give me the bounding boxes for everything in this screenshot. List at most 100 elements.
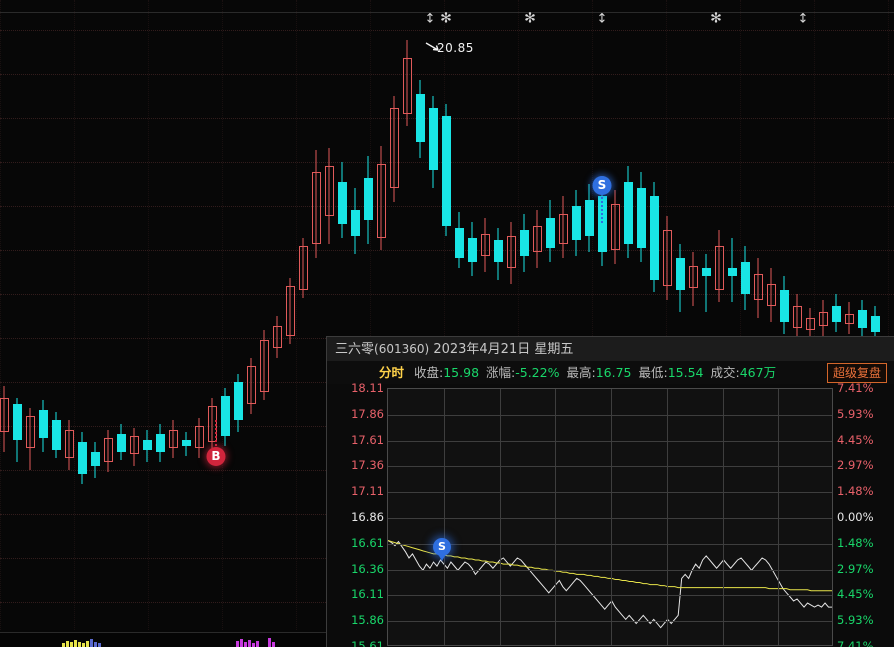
stat-label: 成交: <box>710 365 740 380</box>
high-price-arrow <box>425 42 439 51</box>
signal-badge[interactable]: S <box>592 176 612 195</box>
candle-body <box>649 196 659 280</box>
candle <box>545 200 555 262</box>
candle-body <box>740 262 750 294</box>
candle <box>12 398 22 462</box>
event-star-icon[interactable]: ✻ <box>524 10 536 27</box>
intraday-gridline-v <box>611 389 612 645</box>
signal-badge[interactable]: B <box>206 447 226 466</box>
candle <box>584 184 594 252</box>
kline-gridline-v <box>370 0 371 630</box>
candle-body <box>467 238 477 262</box>
intraday-popup-panel[interactable]: 三六零(601360) 2023年4月21日 星期五 分时 收盘:15.98 涨幅:… <box>326 336 894 647</box>
candle-wick <box>796 294 798 338</box>
candle-body <box>571 206 581 240</box>
candle <box>831 294 841 332</box>
indicator-bar <box>74 640 77 647</box>
candle-body <box>363 178 373 220</box>
candle <box>688 252 698 306</box>
candle-wick <box>406 40 408 126</box>
candle <box>350 188 360 254</box>
candle-body <box>636 188 646 248</box>
candle-wick <box>614 190 616 264</box>
candle-body <box>103 438 113 462</box>
candle <box>610 190 620 264</box>
candle-body <box>38 410 48 438</box>
candle-body <box>610 204 620 250</box>
intraday-plot-area[interactable] <box>387 388 833 646</box>
candle <box>38 400 48 452</box>
intraday-series-svg <box>388 389 832 645</box>
candle-body <box>818 312 828 326</box>
event-star-icon[interactable]: ✻ <box>710 10 722 27</box>
candle-wick <box>510 222 512 284</box>
candle <box>311 150 321 258</box>
candle-body <box>493 240 503 262</box>
event-dumbbell-icon[interactable]: ↕ <box>797 11 809 27</box>
candle <box>142 430 152 462</box>
candle-body <box>142 440 152 450</box>
candle-body <box>129 436 139 454</box>
candle <box>740 246 750 310</box>
candle-body <box>701 268 711 276</box>
price-axis-label: 18.11 <box>351 381 384 395</box>
candle-wick <box>718 230 720 302</box>
event-dumbbell-icon[interactable]: ↕ <box>596 11 608 27</box>
event-star-icon[interactable]: ✻ <box>440 10 452 27</box>
intraday-gridline-v <box>443 389 445 645</box>
candle-body <box>376 164 386 238</box>
candle-body <box>558 214 568 244</box>
kline-gridline-h <box>0 294 894 295</box>
candle-body <box>350 210 360 236</box>
event-dumbbell-icon[interactable]: ↕ <box>424 11 436 27</box>
candle <box>818 300 828 336</box>
kline-gridline-v <box>74 0 75 630</box>
intraday-gridline-h <box>388 569 832 571</box>
candle <box>558 196 568 258</box>
indicator-bar <box>252 643 255 647</box>
kline-gridline-v <box>740 0 741 630</box>
average-price-line <box>388 541 832 591</box>
super-replay-button[interactable]: 超级复盘 <box>826 363 887 383</box>
candle-body <box>844 314 854 324</box>
candle-body <box>857 310 867 328</box>
candle-wick <box>380 146 382 250</box>
sub-indicator-panel[interactable] <box>0 632 330 647</box>
candle <box>857 300 867 338</box>
price-line <box>388 541 832 628</box>
candle <box>0 386 9 452</box>
kline-gridline-v <box>222 0 223 630</box>
candle-body <box>545 218 555 248</box>
price-axis-label: 16.61 <box>351 535 384 550</box>
candle <box>506 222 516 284</box>
candle <box>441 104 451 236</box>
intraday-sell-marker-tail <box>438 554 446 561</box>
candle-body <box>831 306 841 322</box>
candle <box>415 80 425 158</box>
stat-value: 467万 <box>739 365 777 380</box>
candle <box>532 210 542 268</box>
percent-axis-label: 7.41% <box>837 639 874 647</box>
candle-body <box>675 258 685 290</box>
candle-wick <box>289 278 291 344</box>
candle-body <box>402 58 412 114</box>
candle-body <box>727 268 737 276</box>
candle-body <box>753 274 763 300</box>
indicator-bar <box>78 642 81 647</box>
candle-wick <box>692 252 694 306</box>
candle <box>493 228 503 280</box>
candle-wick <box>562 196 564 258</box>
candle <box>675 244 685 312</box>
intraday-sell-marker[interactable]: S <box>433 538 451 556</box>
candle-body <box>779 290 789 322</box>
stat-value: 15.98 <box>443 365 480 380</box>
candle <box>753 258 763 318</box>
stat-item: 涨幅:-5.22% <box>486 365 559 380</box>
candle-wick <box>822 300 824 336</box>
candle <box>259 330 269 400</box>
candle <box>428 96 438 188</box>
candle-body <box>259 340 269 392</box>
mode-tag[interactable]: 分时 <box>379 365 405 380</box>
candle-body <box>415 94 425 142</box>
